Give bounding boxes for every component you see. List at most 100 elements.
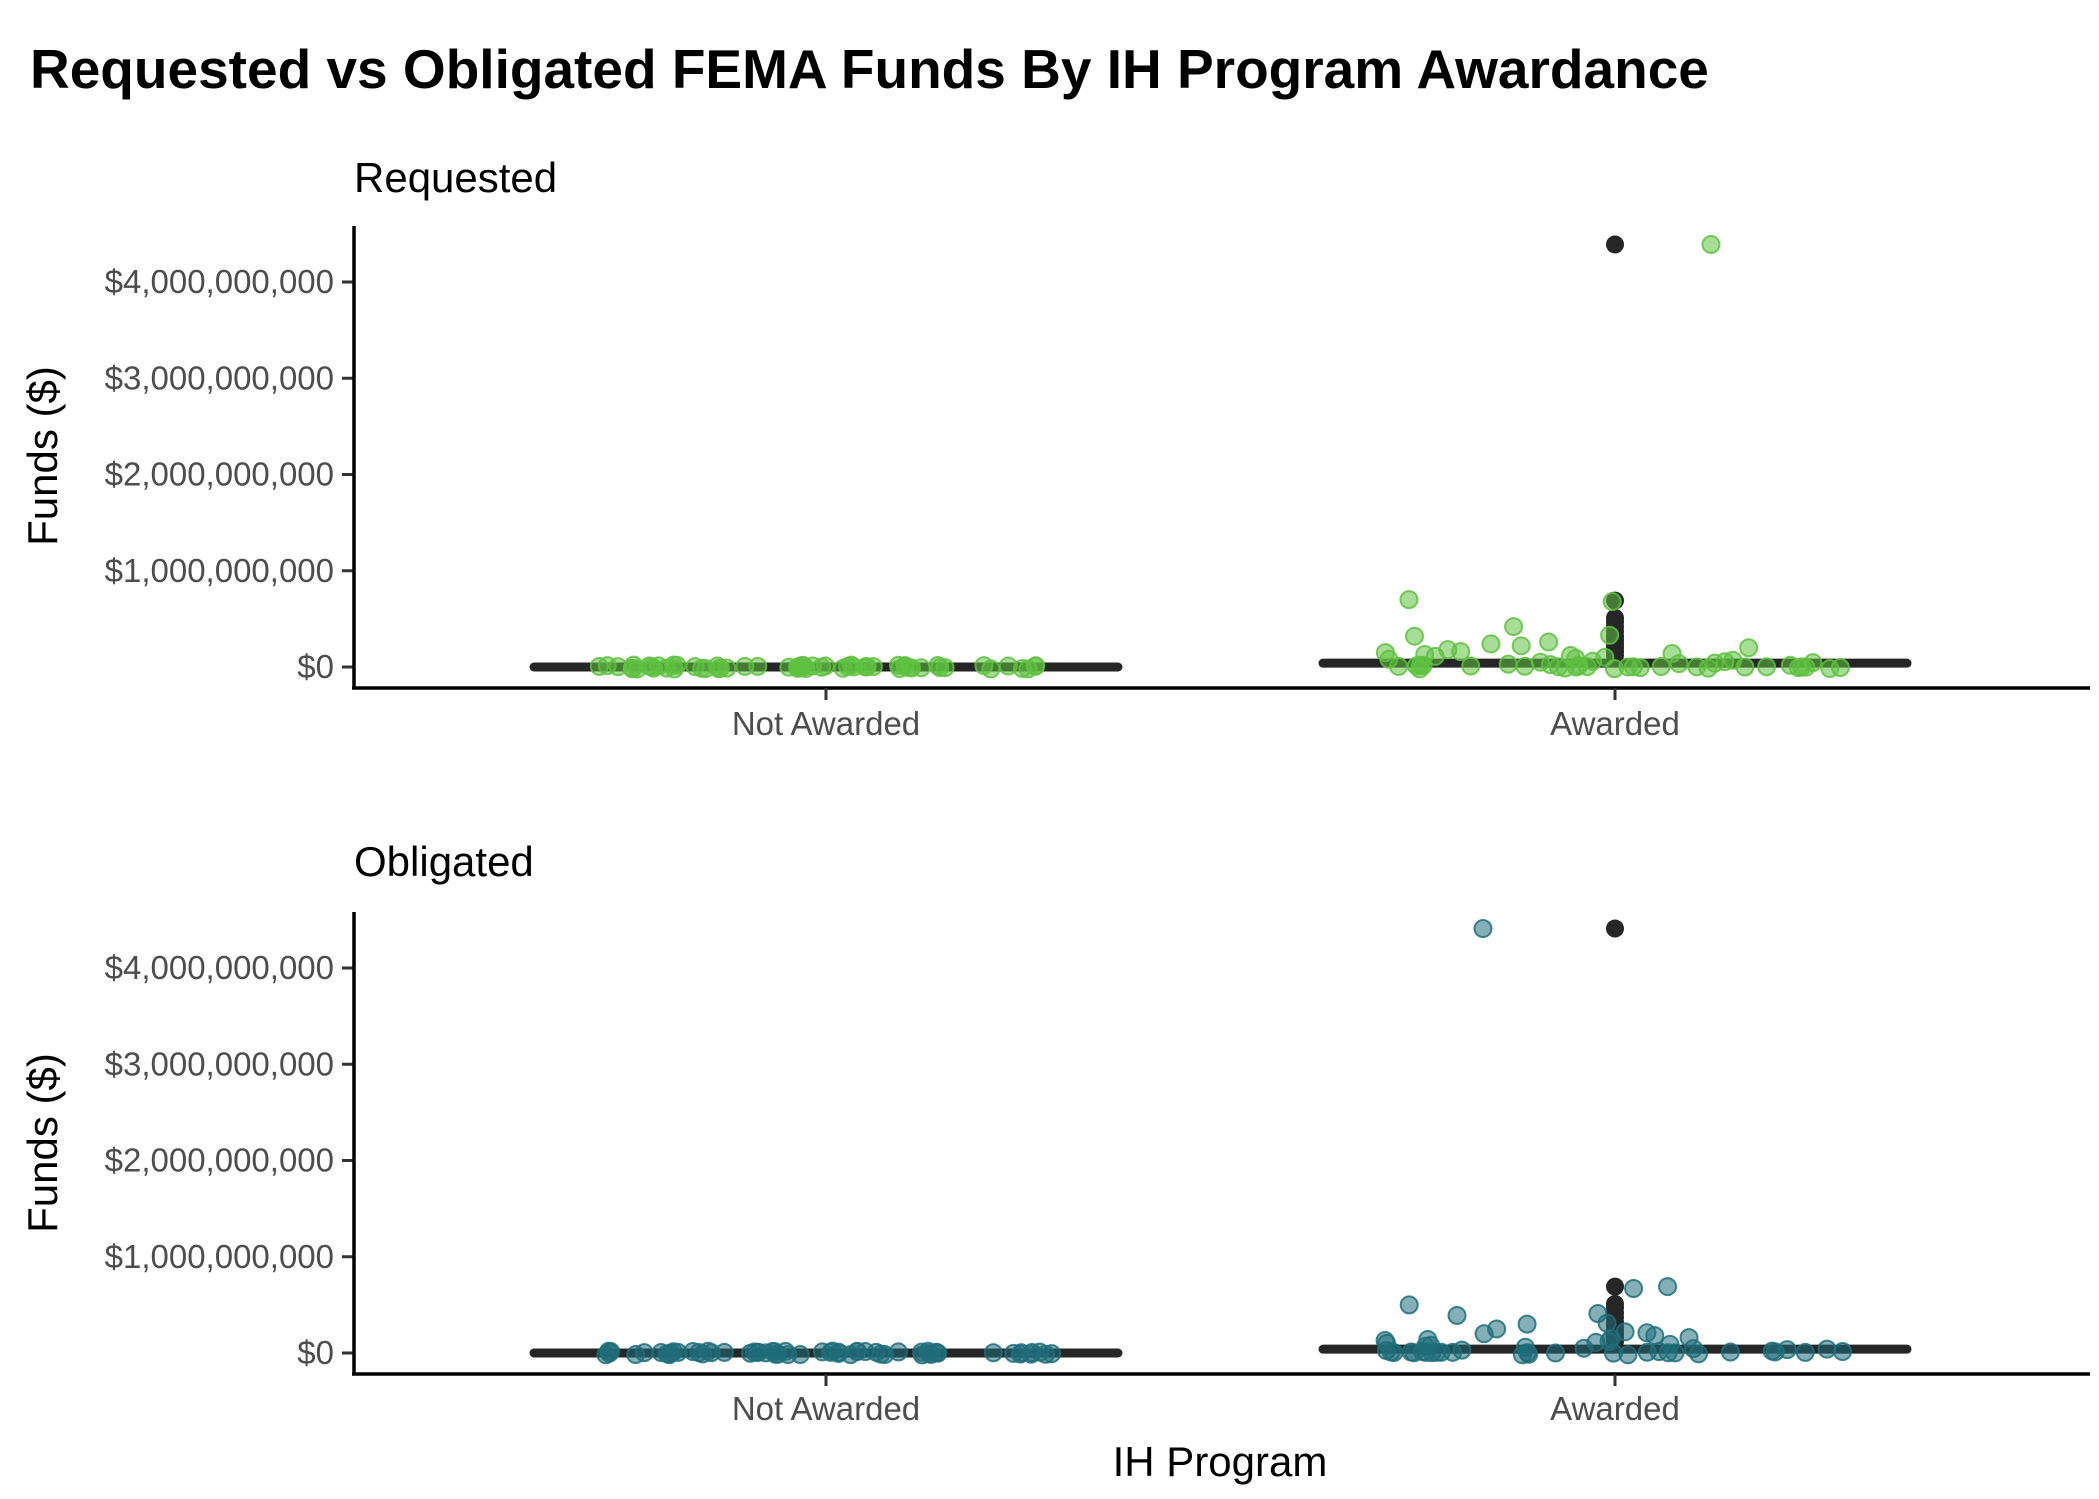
data-point — [930, 658, 950, 678]
data-point — [1422, 1343, 1442, 1363]
data-point — [735, 656, 755, 676]
data-point — [1602, 592, 1622, 612]
panel-title-obligated: Obligated — [354, 838, 534, 885]
data-point — [1399, 1295, 1419, 1315]
data-point — [1399, 590, 1419, 610]
box-outlier — [1606, 919, 1624, 938]
data-point — [812, 1342, 832, 1362]
chart-title: Requested vs Obligated FEMA Funds By IH … — [30, 38, 1709, 100]
data-point — [698, 1341, 718, 1361]
data-point — [599, 1343, 619, 1363]
data-point — [1765, 1342, 1785, 1362]
data-point — [1649, 1342, 1669, 1362]
data-point — [1618, 1345, 1638, 1365]
panel-requested: Requested Funds ($) $0 $1,000,000,000 $2,0… — [19, 154, 2090, 742]
data-point — [1739, 638, 1759, 658]
y-tick-label: $1,000,000,000 — [105, 1238, 334, 1275]
data-point — [714, 1342, 734, 1362]
data-point — [1451, 642, 1471, 662]
data-point — [796, 658, 816, 678]
data-point — [1389, 656, 1409, 676]
y-tick-label: $0 — [297, 648, 334, 685]
data-point — [847, 1341, 867, 1361]
data-point — [1474, 1324, 1494, 1344]
data-point — [1624, 1279, 1644, 1299]
data-point — [983, 1343, 1003, 1363]
data-point — [1036, 1344, 1056, 1364]
data-point — [1796, 657, 1816, 677]
x-axis-title: IH Program — [1113, 1438, 1328, 1485]
data-point — [597, 656, 617, 676]
data-point — [1735, 657, 1755, 677]
data-point — [1817, 1339, 1837, 1359]
x-tick-label-not-awarded-requested: Not Awarded — [732, 705, 920, 742]
data-point — [1600, 625, 1620, 645]
y-tick-label: $4,000,000,000 — [105, 263, 334, 300]
data-point — [1701, 234, 1721, 254]
data-point — [829, 1343, 849, 1363]
y-tick-label: $4,000,000,000 — [105, 949, 334, 986]
data-point — [624, 655, 644, 675]
points-obligated — [596, 919, 1853, 1365]
panel-title-requested: Requested — [354, 154, 557, 201]
y-tick-label: $2,000,000,000 — [105, 456, 334, 493]
data-point — [1404, 626, 1424, 646]
data-point — [1645, 1326, 1665, 1346]
data-point — [1757, 657, 1777, 677]
data-point — [1481, 634, 1501, 654]
box-outlier — [1606, 1294, 1624, 1313]
data-point — [1604, 659, 1624, 679]
data-point — [911, 658, 931, 678]
panel-obligated: Obligated Funds ($) $0 $1,000,000,000 $2,0… — [19, 838, 2090, 1427]
data-point — [1597, 1313, 1617, 1333]
data-point — [912, 1345, 932, 1365]
data-point — [644, 658, 664, 678]
data-point — [1504, 617, 1524, 637]
data-point — [1447, 1305, 1467, 1325]
x-tick-label-awarded-obligated: Awarded — [1550, 1390, 1680, 1427]
data-point — [1515, 656, 1535, 676]
data-point — [890, 658, 910, 678]
data-point — [928, 1343, 948, 1363]
data-point — [1519, 1344, 1539, 1364]
data-point — [1689, 1344, 1709, 1364]
x-tick-label-awarded-requested: Awarded — [1550, 705, 1680, 742]
y-tick-label: $3,000,000,000 — [105, 359, 334, 396]
y-ticks-obligated: $0 $1,000,000,000 $2,000,000,000 $3,000,000… — [105, 949, 354, 1371]
data-point — [692, 658, 712, 678]
data-point — [1665, 1343, 1685, 1363]
data-point — [1461, 656, 1481, 676]
data-point — [709, 659, 729, 679]
data-point — [1651, 657, 1671, 677]
data-point — [1830, 658, 1850, 678]
data-point — [1539, 632, 1559, 652]
data-point — [1555, 658, 1575, 678]
points-requested — [589, 234, 1850, 679]
y-tick-label: $2,000,000,000 — [105, 1142, 334, 1179]
data-point — [664, 655, 684, 675]
data-point — [1410, 659, 1430, 679]
data-point — [1545, 1343, 1565, 1363]
data-point — [748, 1342, 768, 1362]
data-point — [866, 1342, 886, 1362]
data-point — [856, 657, 876, 677]
data-point — [1833, 1342, 1853, 1362]
data-point — [1473, 919, 1493, 939]
data-point — [1443, 1342, 1463, 1362]
data-point — [1498, 654, 1518, 674]
data-point — [1669, 654, 1689, 674]
data-point — [1795, 1342, 1815, 1362]
y-tick-label: $1,000,000,000 — [105, 552, 334, 589]
data-point — [1381, 1342, 1401, 1362]
data-point — [974, 656, 994, 676]
box-outlier — [1606, 1277, 1624, 1296]
box-outlier — [1606, 608, 1624, 627]
y-axis-title-obligated: Funds ($) — [19, 1053, 66, 1233]
y-tick-label: $3,000,000,000 — [105, 1045, 334, 1082]
data-point — [1011, 1343, 1031, 1363]
box-outlier — [1606, 235, 1624, 254]
data-point — [1698, 658, 1718, 678]
data-point — [1658, 1277, 1678, 1297]
data-point — [626, 1345, 646, 1365]
